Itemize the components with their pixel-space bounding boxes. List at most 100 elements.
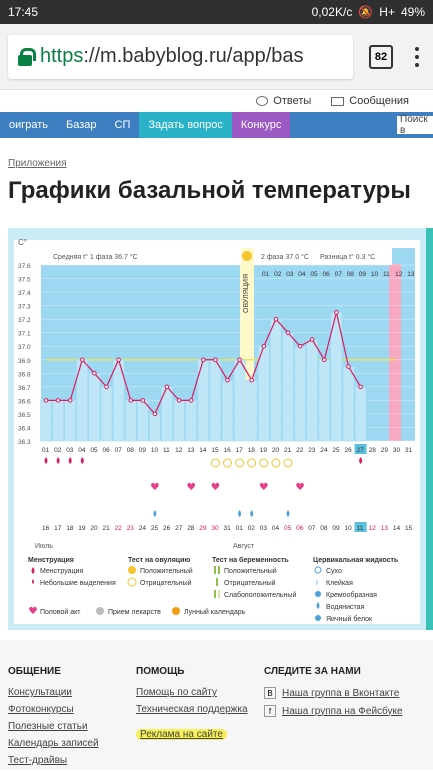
footer-link-consultations[interactable]: Консультации (8, 687, 72, 698)
y-tick-label: 36.4 (18, 425, 31, 432)
temp-point (104, 384, 109, 390)
footer-link-ads-label: Реклама на сайте (136, 729, 227, 740)
ovtest-negative-icon (223, 458, 232, 468)
weak-line-icon-2 (218, 590, 220, 598)
temp-bar (124, 400, 137, 442)
temp-bar (149, 413, 161, 442)
temp-point (116, 357, 121, 363)
messages-label: Сообщения (349, 95, 409, 107)
temp-point (43, 398, 49, 403)
top-day-label: 07 (335, 271, 343, 278)
pill-icon (96, 607, 104, 615)
intercourse-heart-icon (296, 482, 304, 490)
temp-bar (100, 386, 113, 442)
eggwhite-icon (315, 615, 321, 621)
date-label: 30 (211, 525, 219, 532)
temp-point (164, 384, 170, 390)
date-label: 02 (248, 525, 256, 532)
day-label: 13 (187, 447, 195, 454)
cervical-drop-icon (286, 510, 290, 517)
legend-menstruation: Менструация (40, 568, 83, 575)
legend-preg-weak: Слабоположительный (224, 591, 296, 599)
legend-watery: Водянистая (326, 604, 365, 611)
legend-lunar[interactable]: Лунный календарь (184, 608, 246, 616)
footer-link-help[interactable]: Помощь по сайту (136, 687, 217, 698)
temp-point (358, 384, 363, 390)
breadcrumb[interactable]: Приложения (8, 158, 67, 169)
single-line-icon (216, 578, 218, 586)
footer-link-photocontests[interactable]: Фотоконкурсы (8, 704, 74, 715)
menstruation-drop-icon (68, 457, 72, 464)
footer-link-support[interactable]: Техническая поддержка (136, 704, 248, 715)
address-bar[interactable]: https://m.babyblog.ru/app/bas (8, 34, 353, 79)
temp-point (176, 398, 182, 403)
site-footer: ОБЩЕНИЕ Консультации Фотоконкурсы Полезн… (0, 640, 433, 770)
footer-link-testdrives[interactable]: Тест-драйвы (8, 755, 68, 766)
nav-item-ask[interactable]: Задать вопрос (139, 112, 232, 138)
day-label: 31 (405, 447, 413, 454)
page-title: Графики базальной температуры (8, 177, 411, 204)
cervical-drop-icon (250, 510, 254, 517)
temp-point (309, 337, 315, 342)
top-day-label: 12 (395, 271, 403, 278)
network-type: H+ (379, 5, 395, 19)
legend-eggwhite: Яичный белок (326, 615, 373, 623)
overflow-menu-icon[interactable] (409, 46, 425, 67)
sticky-icon: I (316, 580, 318, 587)
date-label: 08 (320, 525, 328, 532)
intercourse-heart-icon (151, 482, 159, 490)
intercourse-heart-icon (259, 482, 268, 490)
browser-toolbar: https://m.babyblog.ru/app/bas 82 (0, 24, 433, 90)
temp-point (249, 377, 254, 383)
temp-point (140, 398, 146, 403)
day-label: 30 (393, 447, 401, 454)
legend-intercourse[interactable]: Половой акт (40, 608, 81, 616)
battery-level: 49% (400, 5, 425, 19)
search-input[interactable]: Поиск в (397, 114, 433, 136)
nav-item-sp[interactable]: СП (114, 119, 131, 131)
date-label: 04 (272, 525, 280, 532)
nav-item-contest[interactable]: Конкурс (231, 112, 291, 138)
footer-link-articles[interactable]: Полезные статьи (8, 721, 88, 732)
ovtest-negative-icon (283, 458, 293, 468)
day-label: 18 (248, 447, 256, 454)
diff-label: Разница t° 0.3 °C (320, 253, 375, 261)
ovulation-sun-icon (242, 251, 252, 261)
status-speed: 0,02K/c (311, 5, 353, 19)
nav-item-play[interactable]: оиграть (9, 119, 49, 131)
date-label: 18 (66, 525, 74, 532)
legend-menstruation-heading: Менструация (28, 557, 74, 564)
date-label: 07 (308, 525, 316, 532)
moon-icon (172, 607, 180, 615)
date-label: 05 (284, 525, 292, 532)
date-label: 27 (175, 525, 183, 532)
footer-vk[interactable]: B Наша группа в Вконтакте (264, 687, 403, 699)
y-tick-label: 37.3 (18, 304, 31, 311)
footer-link-fb[interactable]: Наша группа на Фейсбуке (282, 705, 403, 717)
legend-preg-negative: Отрицательный (224, 579, 276, 587)
ovulation-label: ОВУЛЯЦИЯ (243, 274, 250, 313)
y-tick-label: 37.6 (18, 263, 31, 270)
temp-point (334, 310, 339, 315)
footer-fb[interactable]: f Наша группа на Фейсбуке (264, 705, 403, 717)
temp-point (213, 357, 218, 363)
date-label: 28 (187, 525, 195, 532)
nav-item-bazaar[interactable]: Базар (66, 119, 97, 131)
ovtest-negative-icon (235, 458, 245, 468)
month-august: Август (233, 543, 255, 550)
footer-link-vk[interactable]: Наша группа в Вконтакте (282, 687, 400, 699)
temp-bar (221, 379, 234, 442)
legend-sticky: Клейкая (326, 579, 353, 587)
temp-point (297, 343, 303, 349)
status-time: 17:45 (8, 5, 39, 19)
legend-medication[interactable]: Прием лекарств (108, 609, 161, 616)
messages-link[interactable]: Сообщения (331, 95, 409, 107)
date-label: 23 (127, 525, 135, 532)
answers-link[interactable]: Ответы (256, 95, 311, 107)
y-tick-label: 37.4 (18, 290, 31, 297)
footer-link-ads[interactable]: Реклама на сайте (136, 729, 248, 740)
footer-link-calendar[interactable]: Календарь записей (8, 738, 99, 749)
tab-switcher-button[interactable]: 82 (369, 44, 393, 69)
top-day-label: 02 (274, 271, 282, 278)
day-label: 10 (151, 447, 159, 454)
